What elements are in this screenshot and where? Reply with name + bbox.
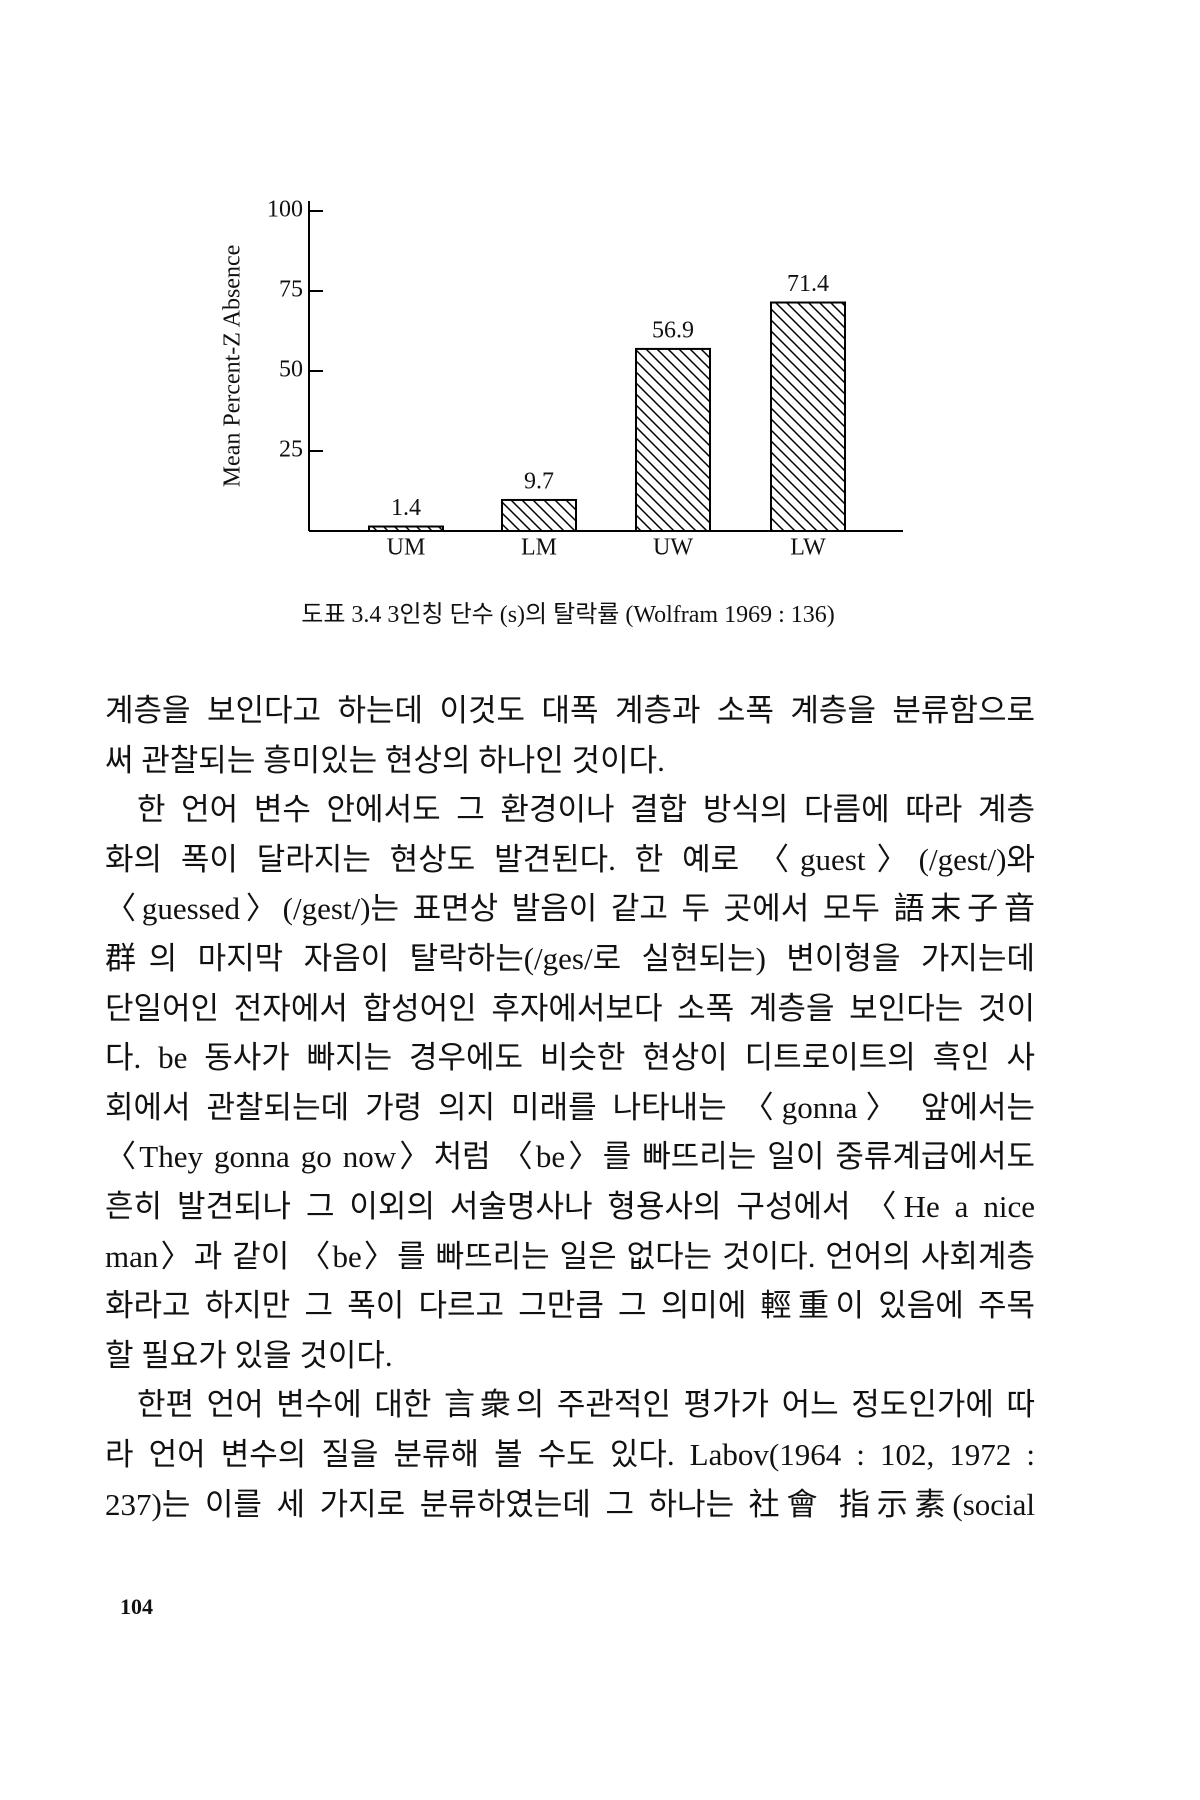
text-line: 화의 폭이 달라지는 현상도 발견된다. 한 예로 〈guest〉(/gest/… [105,841,1035,877]
text-line: 한 언어 변수 안에서도 그 환경이나 결합 방식의 다름에 따라 계층 [137,792,1035,828]
text-line: 라 언어 변수의 질을 분류해 볼 수도 있다. Labov(1964 : 10… [105,1436,1035,1472]
value-label: 9.7 [524,468,554,494]
value-label: 1.4 [391,495,421,521]
caption: 도표 3.4 3인칭 단수 (s)의 탈락률 (Wolfram 1969 : 1… [301,602,835,628]
value-label: 56.9 [652,317,694,343]
y-tick-label: 50 [279,357,303,383]
text-line: 화라고 하지만 그 폭이 다르고 그만큼 그 의미에 輕重이 있음에 주목 [105,1288,1035,1324]
text-line: 회에서 관찰되는데 가령 의지 미래를 나타내는 〈gonna〉 앞에서는 [105,1089,1035,1125]
text-line: 흔히 발견되나 그 이외의 서술명사나 형용사의 구성에서 〈He a nice [105,1188,1035,1224]
page-number: 104 [120,1594,153,1619]
y-tick-label: 75 [279,277,303,303]
x-tick-label: LM [521,535,557,561]
text-line: 237)는 이를 세 가지로 분류하였는데 그 하나는 社會 指示素(socia… [105,1486,1035,1522]
y-axis-label: Mean Percent-Z Absence [220,245,246,488]
text-line: 써 관찰되는 흥미있는 현상의 하나인 것이다. [105,742,665,778]
bar [770,301,846,532]
text-line: man〉과 같이 〈be〉를 빠뜨리는 일은 없다는 것이다. 언어의 사회계층 [105,1238,1035,1274]
bar [635,347,711,533]
bar [368,525,444,533]
text-line: 〈They gonna go now〉처럼 〈be〉를 빠뜨리는 일이 중류계급… [105,1139,1035,1175]
x-tick-label: LW [790,535,826,561]
value-label: 71.4 [787,271,829,297]
x-tick-label: UW [653,535,693,561]
text-line: 〈guessed〉(/gest/)는 표면상 발음이 같고 두 곳에서 모두 語… [105,891,1035,927]
text-line: 할 필요가 있을 것이다. [105,1337,393,1373]
x-tick-label: UM [387,535,426,561]
text-line: 단일어인 전자에서 합성어인 후자에서보다 소폭 계층을 보인다는 것이 [105,990,1035,1026]
text-line: 다. be 동사가 빠지는 경우에도 비슷한 현상이 디트로이트의 흑인 사 [105,1040,1035,1076]
text-line: 계층을 보인다고 하는데 이것도 대폭 계층과 소폭 계층을 분류함으로 [105,693,1035,728]
y-tick-label: 25 [279,437,303,463]
text-line: 群의 마지막 자음이 탈락하는(/ges/로 실현되는) 변이형을 가지는데 [105,940,1035,976]
bar [501,498,577,532]
text-line: 한편 언어 변수에 대한 言衆의 주관적인 평가가 어느 정도인가에 따 [137,1387,1035,1423]
chart: Mean Percent-Z Absence 25 50 75 100 1.4 UM 9.7… [220,197,903,561]
y-tick-label: 100 [267,197,303,223]
